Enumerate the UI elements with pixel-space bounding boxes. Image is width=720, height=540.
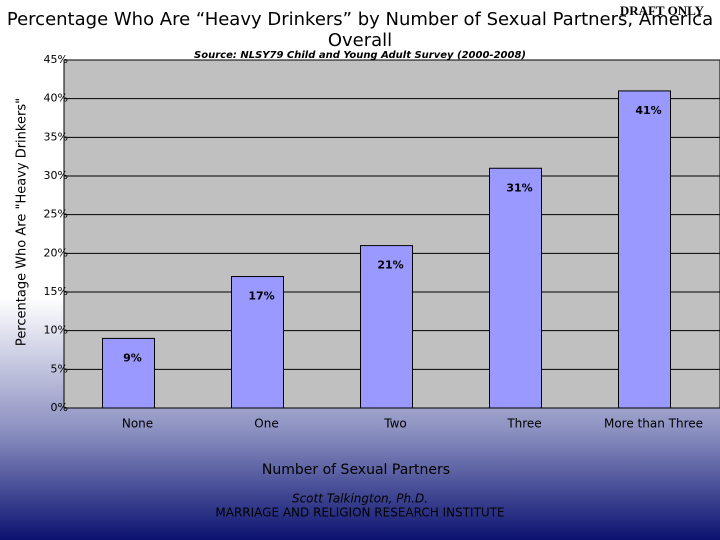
x-tick-label: Two: [383, 417, 407, 431]
data-label: 41%: [635, 104, 661, 117]
x-axis-label: Number of Sexual Partners: [262, 462, 450, 478]
y-tick-label: 45%: [44, 53, 68, 66]
y-tick-label: 0%: [51, 401, 68, 414]
footer-author: Scott Talkington, Ph.D.: [292, 492, 428, 506]
y-tick-label: 40%: [44, 92, 68, 105]
x-tick-label: None: [122, 417, 153, 431]
bar: [231, 276, 284, 409]
y-tick-label: 15%: [44, 285, 68, 298]
footer-institute: MARRIAGE AND RELIGION RESEARCH INSTITUTE: [215, 506, 504, 520]
data-label: 21%: [377, 259, 403, 272]
data-label: 9%: [123, 351, 142, 364]
y-tick-label: 10%: [44, 324, 68, 337]
data-label: 17%: [248, 290, 274, 303]
bar: [489, 167, 542, 409]
y-tick-label: 35%: [44, 130, 68, 143]
chart-title: Percentage Who Are “Heavy Drinkers” by N…: [6, 9, 714, 51]
x-tick-label: One: [254, 417, 278, 431]
watermark: DRAFT ONLY: [619, 3, 704, 18]
subtitle: Source: NLSY79 Child and Young Adult Sur…: [194, 50, 526, 61]
x-tick-label: Three: [506, 417, 541, 431]
bar: [360, 245, 413, 409]
data-label: 31%: [506, 181, 532, 194]
y-tick-label: 30%: [44, 169, 68, 182]
y-axis-label: Percentage Who Are "Heavy Drinkers": [15, 98, 30, 346]
y-tick-label: 25%: [44, 208, 68, 221]
x-tick-label: More than Three: [604, 417, 703, 431]
bar: [102, 337, 155, 409]
y-tick-label: 5%: [51, 362, 68, 375]
y-tick-label: 20%: [44, 246, 68, 259]
bar: [618, 90, 671, 409]
